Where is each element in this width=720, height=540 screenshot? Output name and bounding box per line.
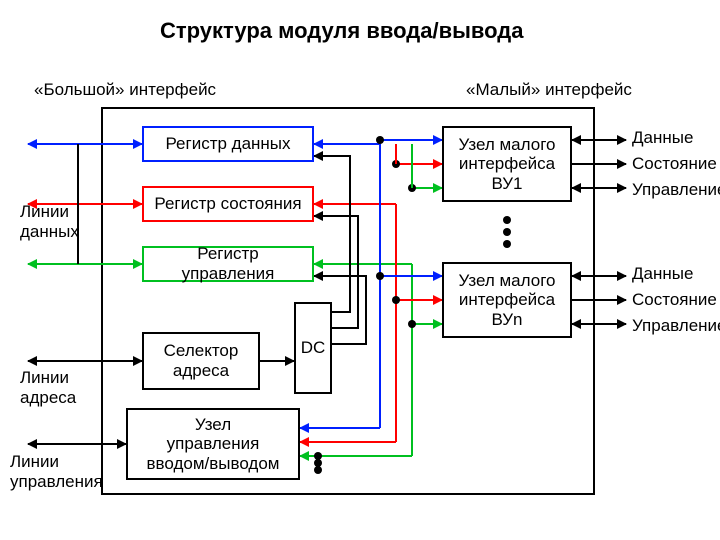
- block-node1: Узел малого интерфейса ВУ1: [442, 126, 572, 202]
- diagram-wires: [0, 0, 720, 540]
- block-reg_ctrl: Регистр управления: [142, 246, 314, 282]
- block-selector: Селектор адреса: [142, 332, 260, 390]
- block-dc: DC: [294, 302, 332, 394]
- block-io_ctrl: Узел управления вводом/выводом: [126, 408, 300, 480]
- block-noden: Узел малого интерфейса ВУn: [442, 262, 572, 338]
- block-reg_data: Регистр данных: [142, 126, 314, 162]
- block-reg_state: Регистр состояния: [142, 186, 314, 222]
